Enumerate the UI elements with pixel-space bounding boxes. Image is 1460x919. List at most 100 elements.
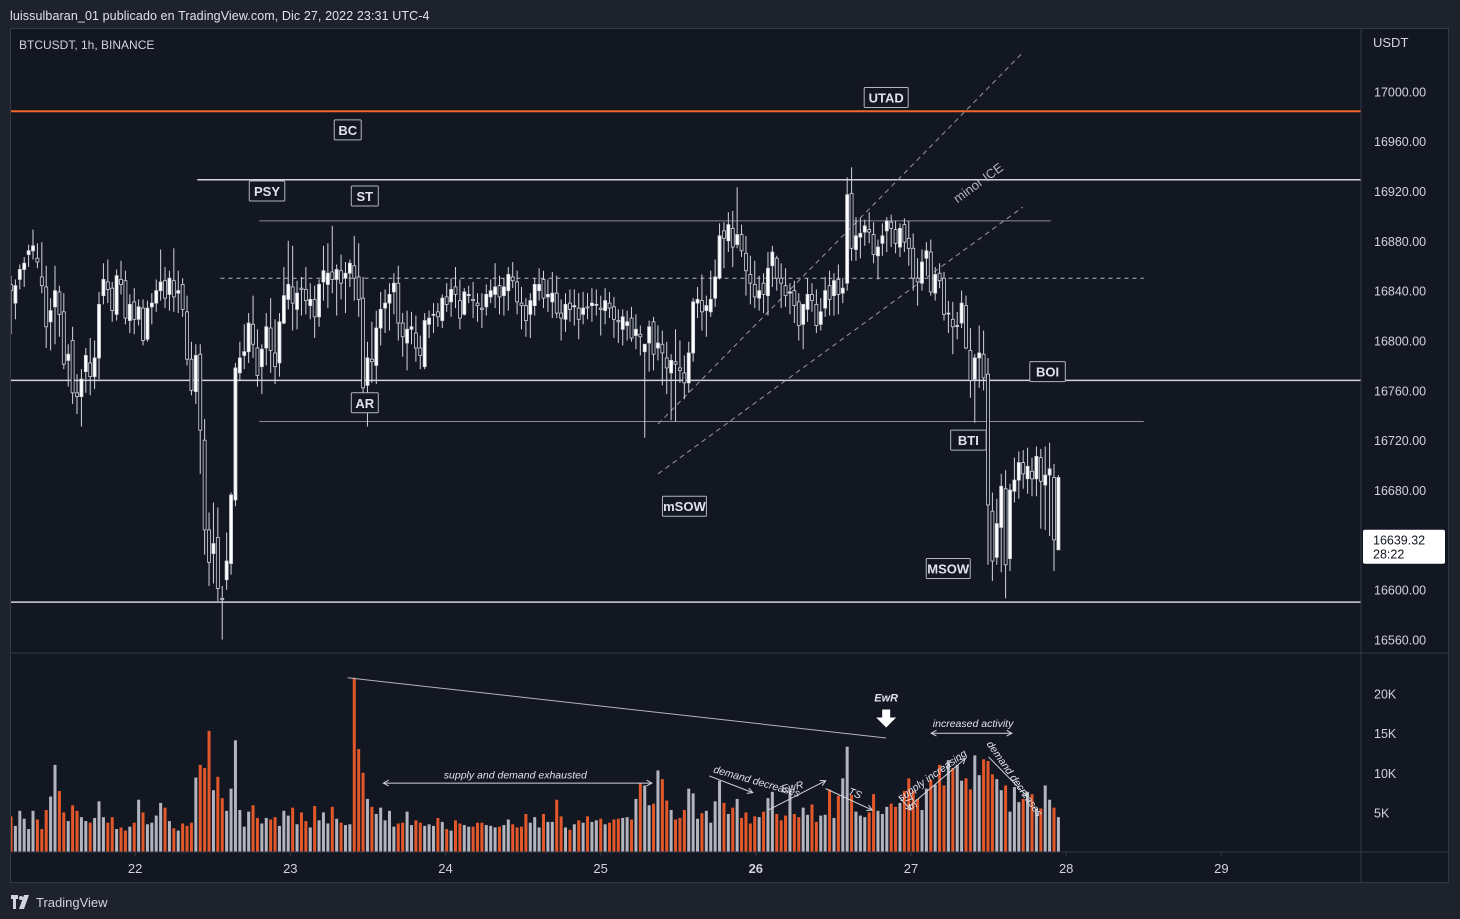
ts-arrow	[825, 788, 873, 811]
volume-bar	[823, 814, 827, 852]
candle-body	[550, 292, 555, 303]
price-tick-label: 16560.00	[1374, 634, 1426, 648]
volume-bar	[669, 810, 673, 852]
volume-bar	[898, 802, 902, 852]
exhausted-arrow-head	[382, 779, 389, 787]
volume-bar	[335, 818, 339, 852]
volume-bar	[775, 813, 779, 852]
volume-bar	[735, 798, 739, 852]
label-box-st	[350, 185, 379, 207]
volume-bar	[586, 816, 590, 852]
candle-body	[928, 251, 933, 293]
volume-bar	[590, 821, 594, 852]
candle-body	[127, 303, 132, 321]
candle-body	[1047, 468, 1052, 476]
volume-bar	[814, 821, 818, 852]
volume-bar	[828, 789, 832, 852]
candle-body	[295, 292, 299, 310]
volume-bar	[907, 778, 911, 852]
candle-body	[163, 280, 167, 299]
demand-decrease-arrow	[709, 775, 753, 794]
volume-bar	[872, 794, 876, 852]
candle-body	[387, 293, 392, 304]
candle-body	[942, 277, 946, 315]
label-box-bti	[950, 429, 987, 451]
volume-bar	[308, 827, 312, 852]
volume-bar	[27, 829, 31, 852]
chart-frame[interactable]: minor ICE supply and demand exhausted dem…	[10, 28, 1449, 883]
volume-bar	[748, 823, 752, 852]
label-box-boi	[1029, 361, 1066, 383]
candle-body	[651, 321, 656, 355]
volume-bar	[638, 783, 642, 852]
candle-body	[347, 262, 352, 274]
price-tick-label: 16800.00	[1374, 335, 1426, 349]
volume-bar	[700, 813, 704, 852]
label-box-msow	[661, 495, 707, 517]
volume-bar	[528, 822, 532, 852]
candle-body	[35, 257, 40, 263]
volume-bar	[850, 794, 854, 852]
footer: TradingView	[10, 892, 108, 912]
volume-bar	[779, 820, 783, 852]
candle-body	[1038, 457, 1043, 482]
volume-bar	[97, 801, 101, 852]
volume-bar	[304, 821, 308, 852]
last-price-value: 16639.32	[1373, 534, 1425, 548]
exhausted-arrow-head	[646, 779, 653, 787]
volume-bar	[572, 824, 576, 852]
candle-body	[378, 308, 383, 329]
volume-bar	[621, 817, 625, 852]
candle-body	[119, 279, 123, 285]
chart-canvas[interactable]: minor ICE supply and demand exhausted dem…	[11, 29, 1448, 882]
candle-body	[620, 316, 625, 330]
candle-body	[224, 560, 229, 581]
candle-body	[744, 252, 748, 272]
label-msow: MSOW	[927, 562, 970, 577]
volume-bar	[678, 817, 682, 852]
candle-body	[497, 285, 502, 298]
candle-body	[431, 313, 436, 316]
candle-body	[880, 235, 885, 244]
volume-bar	[71, 805, 75, 852]
volume-bar	[110, 817, 114, 852]
volume-bar	[559, 816, 563, 852]
candle-body	[796, 301, 801, 326]
candle-body	[686, 352, 691, 384]
volume-bar	[383, 820, 387, 852]
volume-bar	[625, 817, 629, 852]
candle-body	[770, 251, 775, 267]
candle-body	[955, 325, 960, 327]
volume-bar	[968, 789, 972, 852]
candle-body	[418, 347, 423, 356]
volume-bar	[62, 812, 66, 852]
volume-bar	[115, 829, 119, 852]
volume-annotation: supply and demand exhausted	[444, 769, 588, 781]
candle-body	[229, 494, 233, 564]
candle-body	[906, 237, 911, 249]
volume-bar	[995, 779, 999, 852]
candle-body	[871, 234, 876, 255]
candle-body	[964, 305, 968, 349]
volume-bar	[405, 811, 409, 852]
volume-bar	[687, 788, 691, 852]
candle-body	[502, 286, 506, 297]
volume-bar	[682, 810, 686, 852]
candle-body	[1043, 474, 1048, 486]
volume-bar	[709, 822, 713, 852]
candle-body	[66, 353, 71, 361]
volume-bar	[181, 823, 185, 852]
volume-bar	[801, 807, 805, 852]
volume-bar	[880, 813, 884, 852]
volume-bar	[652, 803, 656, 852]
volume-bar	[511, 824, 515, 852]
candle-body	[840, 287, 845, 294]
volume-bar	[506, 819, 510, 852]
volume-bar	[172, 828, 176, 852]
candle-body	[61, 311, 66, 365]
candle-body	[255, 347, 260, 376]
candle-body	[1025, 465, 1030, 480]
candle-body	[251, 323, 255, 345]
channel-upper	[657, 52, 1024, 425]
candle-body	[339, 270, 343, 284]
